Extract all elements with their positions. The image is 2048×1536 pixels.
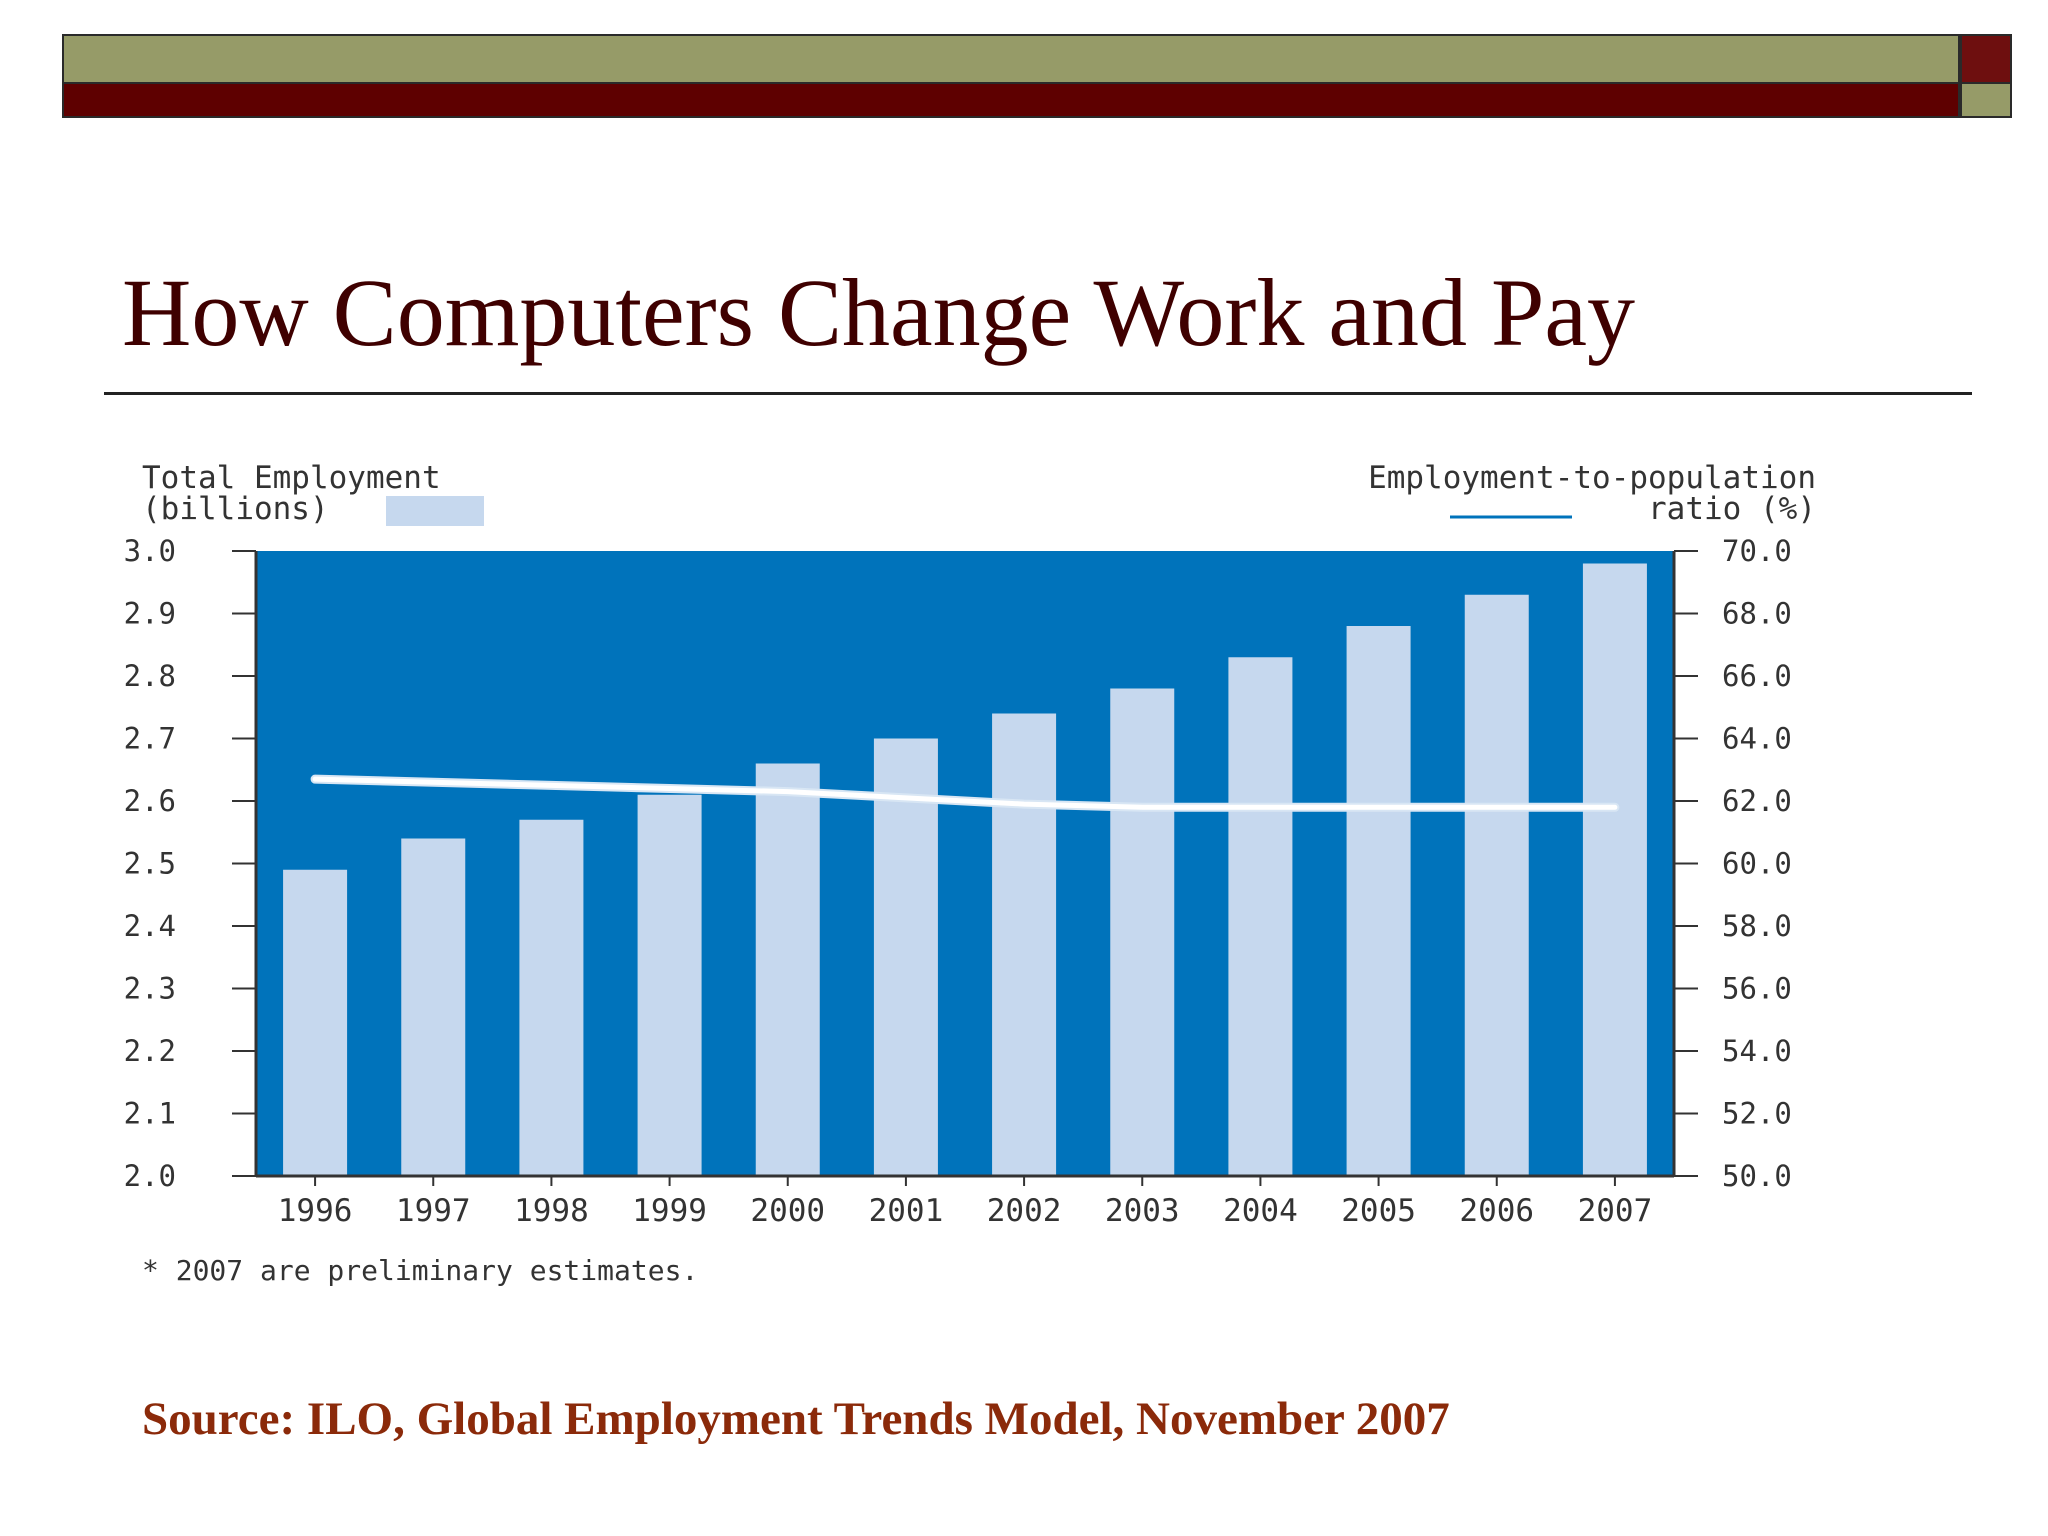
bar-2002 [992, 713, 1057, 1176]
x-tick-label-1997: 1997 [396, 1193, 471, 1229]
bar-2004 [1228, 657, 1293, 1176]
ratio-point-2003 [1140, 805, 1145, 810]
x-tick-label-2004: 2004 [1223, 1193, 1298, 1229]
corner-square-olive [1960, 84, 2012, 118]
left-tick-label-2.7: 2.7 [124, 722, 176, 756]
right-tick-label-54.0: 54.0 [1722, 1034, 1792, 1068]
left-tick-label-2.8: 2.8 [124, 659, 176, 693]
ratio-point-1998 [549, 783, 554, 788]
x-tick-label-1999: 1999 [632, 1193, 707, 1229]
x-tick-label-2002: 2002 [987, 1193, 1062, 1229]
right-tick-label-68.0: 68.0 [1722, 597, 1792, 631]
plot-area [256, 551, 1674, 1176]
ratio-point-2002 [1022, 802, 1027, 807]
bar-2006 [1464, 594, 1529, 1176]
x-tick-label-2006: 2006 [1459, 1193, 1534, 1229]
bar-2007 [1582, 563, 1647, 1176]
right-tick-label-62.0: 62.0 [1722, 784, 1792, 818]
left-tick-label-2.2: 2.2 [124, 1034, 176, 1068]
bar-1998 [519, 819, 584, 1176]
right-tick-label-70.0: 70.0 [1722, 534, 1792, 568]
x-tick-label-1998: 1998 [514, 1193, 589, 1229]
top-band-dark-red [62, 84, 1960, 118]
corner-square-red [1960, 34, 2012, 84]
bar-1999 [637, 794, 702, 1176]
left-tick-label-2.1: 2.1 [124, 1097, 176, 1131]
chart-footnote: * 2007 are preliminary estimates. [142, 1254, 698, 1287]
ratio-point-2001 [903, 795, 908, 800]
right-tick-label-50.0: 50.0 [1722, 1159, 1792, 1193]
x-tick-label-2007: 2007 [1578, 1193, 1653, 1229]
x-tick-label-1996: 1996 [278, 1193, 353, 1229]
left-tick-label-2.5: 2.5 [124, 847, 176, 881]
left-tick-label-2.9: 2.9 [124, 597, 176, 631]
slide-title: How Computers Change Work and Pay [122, 259, 1635, 366]
left-tick-label-2.3: 2.3 [124, 972, 176, 1006]
left-tick-label-2.6: 2.6 [124, 784, 176, 818]
x-tick-label-2001: 2001 [869, 1193, 944, 1229]
bar-2001 [873, 738, 938, 1176]
bar-1996 [283, 869, 348, 1176]
right-axis-label-line2: ratio (%) [1648, 491, 1816, 527]
left-axis-label-line2: (billions) [142, 491, 329, 527]
left-tick-label-2.0: 2.0 [124, 1159, 176, 1193]
right-axis-label-line1: Employment-to-population [1368, 460, 1816, 496]
left-tick-label-2.4: 2.4 [124, 909, 176, 943]
right-tick-label-52.0: 52.0 [1722, 1097, 1792, 1131]
bar-2000 [755, 763, 820, 1176]
ratio-point-1997 [431, 780, 436, 785]
ratio-point-2000 [785, 789, 790, 794]
right-tick-label-58.0: 58.0 [1722, 909, 1792, 943]
ratio-point-2005 [1376, 805, 1381, 810]
ratio-point-2004 [1258, 805, 1263, 810]
bar-1997 [401, 838, 466, 1176]
bar-2003 [1110, 688, 1175, 1176]
right-tick-label-56.0: 56.0 [1722, 972, 1792, 1006]
source-citation: Source: ILO, Global Employment Trends Mo… [142, 1393, 1450, 1445]
ratio-point-2007 [1612, 805, 1617, 810]
right-tick-label-64.0: 64.0 [1722, 722, 1792, 756]
bar-legend-swatch [386, 496, 484, 526]
x-tick-label-2005: 2005 [1341, 1193, 1416, 1229]
bar-2005 [1346, 626, 1411, 1176]
right-tick-label-60.0: 60.0 [1722, 847, 1792, 881]
left-tick-label-3.0: 3.0 [124, 534, 176, 568]
ratio-point-1996 [313, 777, 318, 782]
ratio-line [312, 776, 1618, 810]
top-band-olive [62, 34, 1960, 84]
x-tick-label-2000: 2000 [750, 1193, 825, 1229]
ratio-point-1999 [667, 786, 672, 791]
right-tick-label-66.0: 66.0 [1722, 659, 1792, 693]
title-divider [104, 392, 1972, 395]
ratio-point-2006 [1494, 805, 1499, 810]
left-axis-label-line1: Total Employment [142, 460, 441, 496]
x-tick-label-2003: 2003 [1105, 1193, 1180, 1229]
